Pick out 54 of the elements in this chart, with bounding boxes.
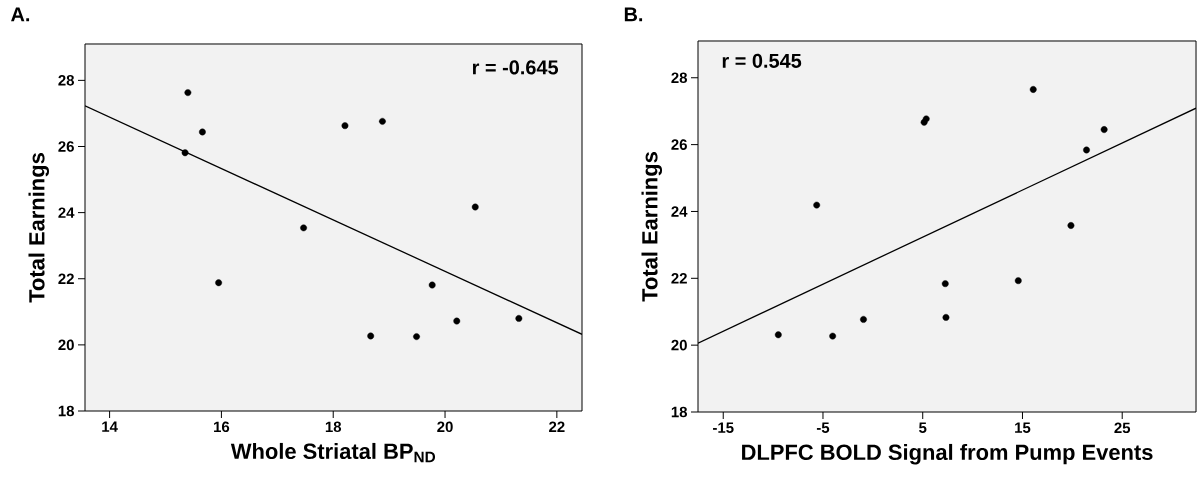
point [300, 224, 307, 232]
x-axis-title: Whole Striatal BP$_{ND}$ [230, 442, 436, 463]
point [453, 317, 461, 325]
chart-title: A. [11, 7, 30, 22]
point [1067, 222, 1075, 229]
chart-title: B. [624, 7, 643, 22]
point [471, 203, 479, 211]
y-tick-label: 18 [58, 405, 75, 417]
point [942, 314, 950, 321]
point [184, 89, 192, 96]
point [774, 331, 782, 339]
y-tick-label: 22 [671, 273, 687, 284]
y-tick-label: 24 [671, 206, 688, 217]
annotation: r = -0.645 [472, 60, 559, 75]
point [181, 149, 189, 157]
x-tick-label: -15 [713, 422, 734, 433]
y-tick-label: 22 [58, 273, 74, 284]
point [199, 128, 206, 136]
x-tick-label: 18 [325, 421, 342, 433]
x-tick-label: 22 [549, 421, 565, 432]
y-tick-label: 18 [671, 406, 688, 418]
y-tick-label: 26 [671, 139, 687, 150]
point [215, 279, 223, 287]
point [428, 281, 436, 289]
point [367, 332, 375, 340]
x-tick-label: 25 [1114, 422, 1131, 434]
annotation: r = 0.545 [722, 53, 802, 68]
x-tick-label: 20 [437, 421, 453, 433]
point [860, 316, 867, 323]
point [813, 201, 821, 209]
y-tick-label: 28 [671, 72, 688, 84]
point [1100, 126, 1108, 133]
y-tick-label: 28 [58, 75, 75, 86]
point [341, 122, 349, 130]
x-tick-label: 16 [214, 421, 230, 433]
x-tick-label: 15 [1015, 422, 1031, 433]
y-tick-label: 24 [58, 207, 75, 218]
point [1029, 86, 1037, 93]
point [829, 332, 837, 340]
point [1014, 277, 1022, 285]
y-tick-label: 20 [58, 339, 74, 351]
x-tick-label: 5 [919, 422, 927, 433]
point [413, 333, 420, 341]
point [379, 117, 386, 125]
y-axis-title: Total Earnings [641, 152, 663, 302]
y-axis-title: Total Earnings [28, 153, 50, 303]
point [941, 280, 949, 288]
x-tick-label: 14 [102, 421, 118, 432]
point [515, 315, 523, 322]
y-tick-label: 20 [671, 339, 687, 351]
point [1083, 146, 1090, 154]
x-tick-label: -5 [816, 422, 830, 433]
y-tick-label: 26 [58, 141, 74, 152]
x-axis-title: DLPFC BOLD Signal from Pump Events [742, 443, 1153, 465]
